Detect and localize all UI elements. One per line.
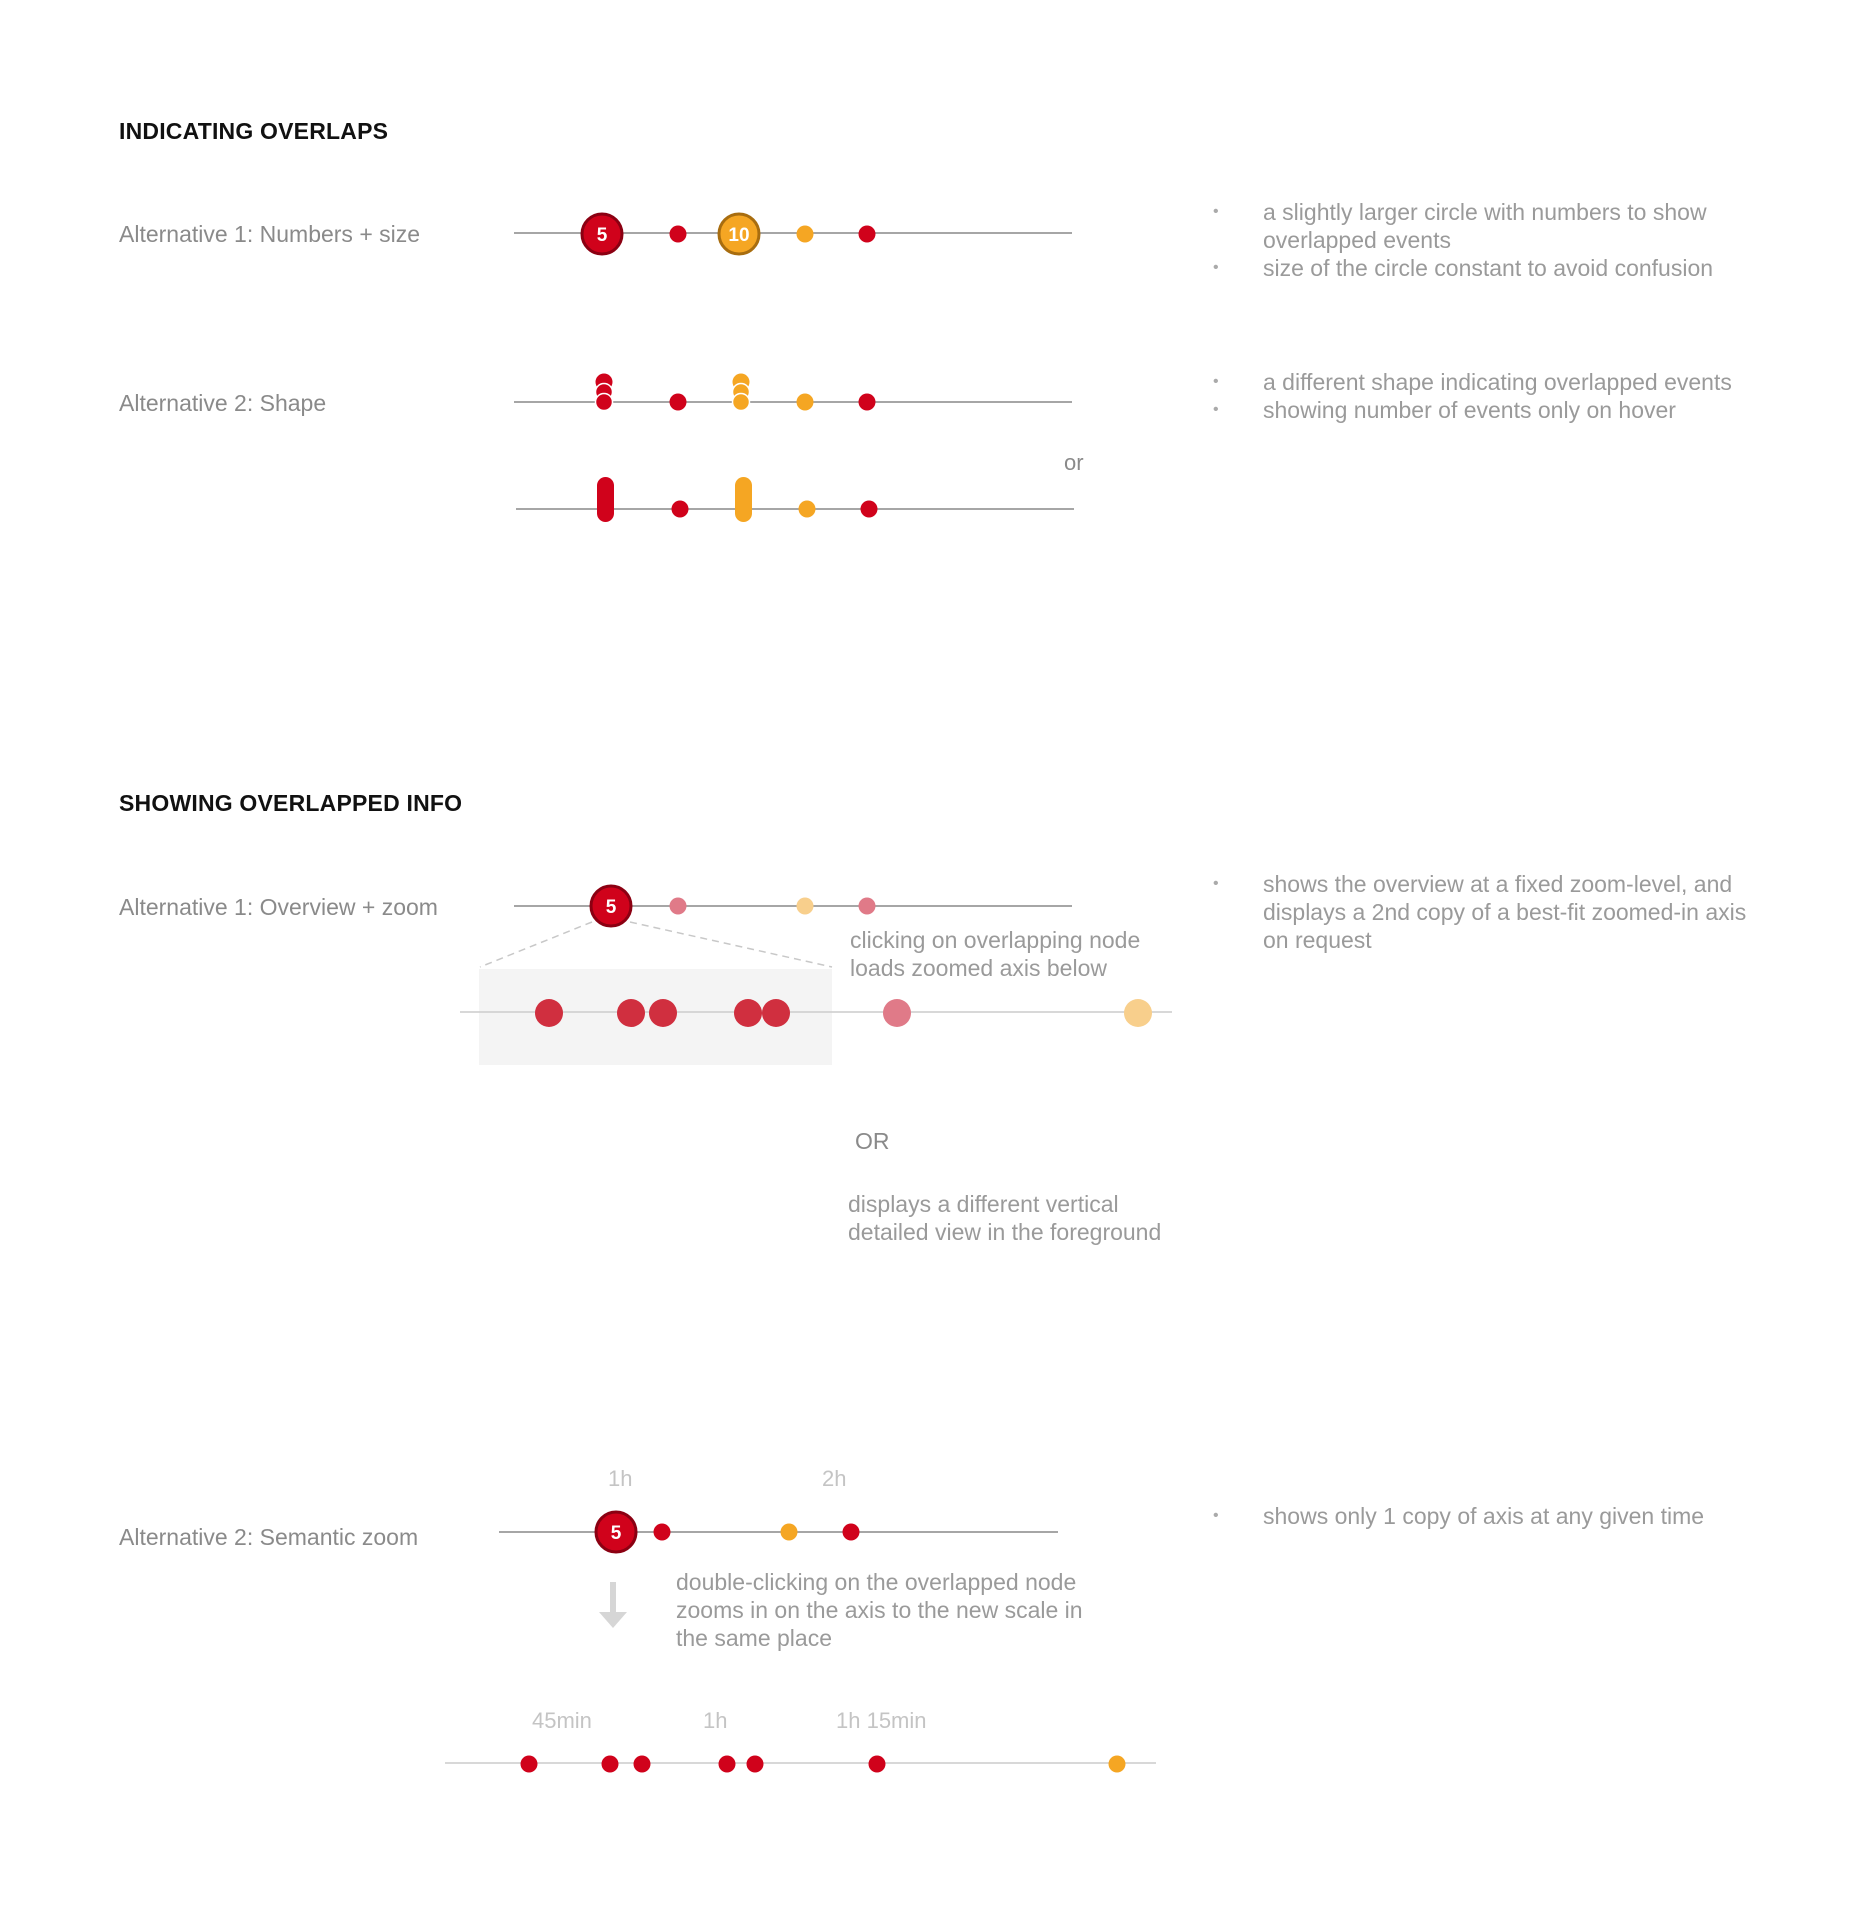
- badge-count: 5: [611, 1523, 622, 1544]
- zoom-guide-line: [629, 921, 833, 968]
- alt1-overview-zoom-label: Alternative 1: Overview + zoom: [119, 894, 438, 920]
- event-dot: [746, 1755, 764, 1773]
- zoomed-event-dot: [617, 999, 645, 1027]
- zoomed-event-dot: [734, 999, 762, 1027]
- zoomed-event-dot: [1124, 999, 1152, 1027]
- timeline-semantic-zoomed: [445, 1755, 1156, 1773]
- event-dot: [669, 225, 687, 243]
- badge-count: 5: [606, 897, 617, 918]
- event-dot: [780, 1523, 798, 1541]
- axis-tick-label: 1h: [608, 1466, 633, 1491]
- alt2-semantic-zoom-label: Alternative 2: Semantic zoom: [119, 1524, 419, 1550]
- faded-event-dot: [796, 897, 814, 915]
- overview-zoom-note: clicking on overlapping node loads zoome…: [850, 927, 1141, 981]
- axis-tick-label: 2h: [822, 1466, 847, 1491]
- note-bullet: showing number of events only on hover: [1213, 396, 1793, 424]
- note-bullet: a different shape indicating overlapped …: [1213, 368, 1793, 396]
- section-heading-indicating-overlaps: INDICATING OVERLAPS: [119, 118, 389, 144]
- note-bullet: shows the overview at a fixed zoom-level…: [1213, 870, 1773, 954]
- badge-circle: [594, 1510, 638, 1554]
- event-dot: [520, 1755, 538, 1773]
- zoomed-event-dot: [649, 999, 677, 1027]
- event-dot: [1108, 1755, 1126, 1773]
- faded-event-dot: [858, 897, 876, 915]
- or-separator: or: [1064, 450, 1084, 475]
- note-bullet: shows only 1 copy of axis at any given t…: [1213, 1502, 1773, 1530]
- alt2-shape-notes: a different shape indicating overlapped …: [1213, 368, 1793, 424]
- alt2-shape-label: Alternative 2: Shape: [119, 390, 327, 416]
- zoom-callout: [460, 921, 1172, 1065]
- zoomed-event-dot: [762, 999, 790, 1027]
- alt1-overview-zoom-notes: shows the overview at a fixed zoom-level…: [1213, 870, 1773, 954]
- pill-marker: [597, 477, 614, 522]
- event-dot: [860, 500, 878, 518]
- event-dot: [633, 1755, 651, 1773]
- event-dot: [601, 1755, 619, 1773]
- timeline-stacked-shape: [514, 373, 1072, 412]
- vertical-view-note: displays a different vertical detailed v…: [848, 1191, 1162, 1245]
- alt1-numbers-size-label: Alternative 1: Numbers + size: [119, 221, 421, 247]
- section-heading-showing-overlapped-info: SHOWING OVERLAPPED INFO: [119, 790, 463, 816]
- event-dot: [671, 500, 689, 518]
- timeline-semantic-top: 5: [499, 1510, 1058, 1554]
- or-separator-upper: OR: [855, 1128, 890, 1154]
- stacked-dot: [731, 392, 751, 412]
- badge-circle: [580, 212, 624, 256]
- timeline-overview: 5: [514, 884, 1072, 928]
- timeline-pill-shape: [516, 477, 1074, 522]
- stacked-dot: [594, 392, 614, 412]
- zoomed-event-dot: [883, 999, 911, 1027]
- timeline-numbers-size: 5 10: [514, 212, 1072, 256]
- event-dot: [718, 1755, 736, 1773]
- zoom-guide-line: [479, 921, 593, 968]
- badge-circle: [589, 884, 633, 928]
- semantic-zoom-note: double-clicking on the overlapped node z…: [676, 1569, 1083, 1651]
- event-dot: [842, 1523, 860, 1541]
- event-dot: [796, 225, 814, 243]
- badge-circle: [717, 212, 761, 256]
- event-dot: [669, 393, 687, 411]
- axis-tick-label: 1h 15min: [836, 1708, 927, 1733]
- event-dot: [868, 1755, 886, 1773]
- event-dot: [796, 393, 814, 411]
- event-dot: [653, 1523, 671, 1541]
- alt1-numbers-size-notes: a slightly larger circle with numbers to…: [1213, 198, 1773, 282]
- axis-tick-label: 45min: [532, 1708, 592, 1733]
- event-dot: [798, 500, 816, 518]
- badge-count: 5: [597, 225, 608, 246]
- pill-marker: [735, 477, 752, 522]
- axis-tick-label: 1h: [703, 1708, 728, 1733]
- alt2-semantic-zoom-notes: shows only 1 copy of axis at any given t…: [1213, 1502, 1773, 1530]
- badge-count: 10: [728, 225, 749, 246]
- zoomed-event-dot: [535, 999, 563, 1027]
- note-bullet: a slightly larger circle with numbers to…: [1213, 198, 1773, 254]
- note-bullet: size of the circle constant to avoid con…: [1213, 254, 1773, 282]
- faded-event-dot: [669, 897, 687, 915]
- event-dot: [858, 393, 876, 411]
- event-dot: [858, 225, 876, 243]
- down-arrow-icon: [599, 1582, 627, 1628]
